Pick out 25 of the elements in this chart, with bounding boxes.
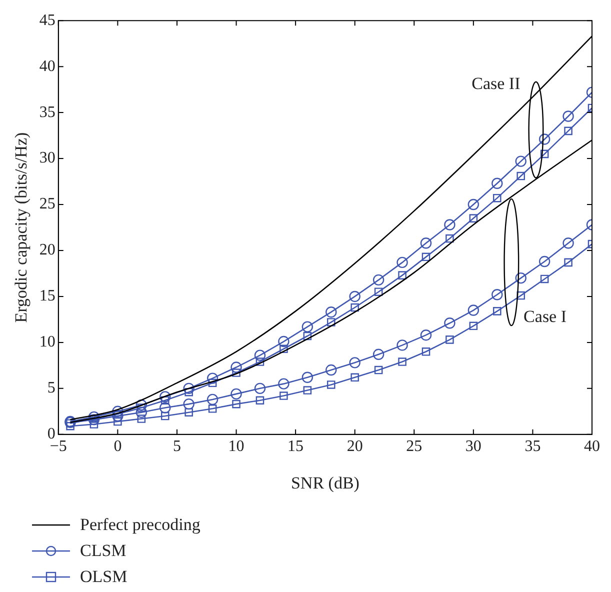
annotation: Case I [524, 306, 567, 326]
x-tick-label: 15 [288, 438, 304, 456]
y-axis-title: Ergodic capacity (bits/s/Hz) [12, 132, 31, 323]
x-tick-label: 0 [114, 438, 122, 456]
x-tick-label: 30 [465, 438, 482, 456]
y-tick-label: 5 [47, 380, 56, 397]
y-tick-label: 25 [39, 196, 56, 213]
x-tick-label: 35 [524, 438, 541, 456]
x-tick-label: 40 [584, 438, 600, 456]
legend-label: CLSM [80, 541, 126, 561]
y-tick-label: 35 [39, 104, 56, 121]
annotation: Case II [472, 74, 521, 94]
y-tick-label: 45 [39, 12, 56, 29]
y-tick-label: 15 [39, 288, 56, 305]
legend-label: Perfect precoding [80, 515, 200, 535]
y-tick-label: 20 [39, 242, 56, 259]
y-tick-label: 10 [39, 334, 56, 351]
x-tick-label: 5 [172, 438, 181, 456]
x-axis-title: SNR (dB) [290, 473, 360, 492]
y-tick-label: 40 [39, 58, 56, 75]
legend-label: OLSM [80, 567, 128, 587]
y-tick-label: 30 [39, 150, 56, 167]
x-tick-label: 25 [406, 438, 422, 456]
x-tick-label: 10 [228, 438, 244, 456]
x-tick-label: 20 [346, 438, 363, 456]
